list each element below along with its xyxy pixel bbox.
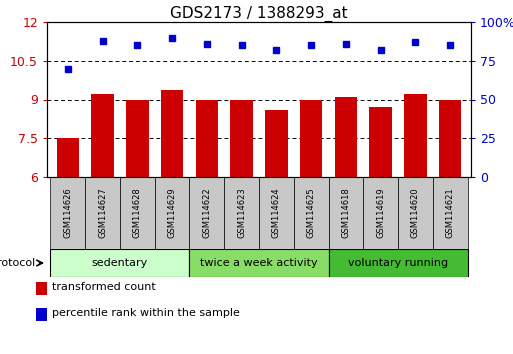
- FancyBboxPatch shape: [224, 177, 259, 249]
- Bar: [334, 97, 357, 177]
- FancyBboxPatch shape: [328, 177, 363, 249]
- Bar: [36, 308, 47, 320]
- Bar: [161, 91, 184, 177]
- Bar: [36, 281, 47, 295]
- Text: protocol: protocol: [0, 258, 35, 268]
- Bar: [195, 99, 218, 177]
- Text: GSM114627: GSM114627: [98, 188, 107, 238]
- FancyBboxPatch shape: [363, 177, 398, 249]
- Bar: [369, 107, 392, 177]
- FancyBboxPatch shape: [155, 177, 189, 249]
- Bar: [439, 99, 461, 177]
- Bar: [404, 94, 427, 177]
- FancyBboxPatch shape: [433, 177, 467, 249]
- Bar: [230, 99, 253, 177]
- Bar: [265, 110, 288, 177]
- FancyBboxPatch shape: [398, 177, 433, 249]
- Text: GSM114624: GSM114624: [272, 188, 281, 238]
- Text: voluntary running: voluntary running: [348, 258, 448, 268]
- Text: GSM114621: GSM114621: [446, 188, 455, 238]
- Text: percentile rank within the sample: percentile rank within the sample: [52, 308, 240, 318]
- FancyBboxPatch shape: [189, 177, 224, 249]
- Text: GSM114620: GSM114620: [411, 188, 420, 238]
- Title: GDS2173 / 1388293_at: GDS2173 / 1388293_at: [170, 6, 348, 22]
- FancyBboxPatch shape: [259, 177, 294, 249]
- Bar: [126, 99, 149, 177]
- FancyBboxPatch shape: [294, 177, 328, 249]
- FancyBboxPatch shape: [328, 249, 467, 277]
- Text: GSM114629: GSM114629: [168, 188, 176, 238]
- Text: twice a week activity: twice a week activity: [200, 258, 318, 268]
- Text: GSM114622: GSM114622: [202, 188, 211, 238]
- FancyBboxPatch shape: [189, 249, 328, 277]
- Text: GSM114628: GSM114628: [133, 188, 142, 238]
- Text: GSM114619: GSM114619: [376, 188, 385, 238]
- Text: transformed count: transformed count: [52, 282, 156, 292]
- Bar: [300, 99, 323, 177]
- FancyBboxPatch shape: [120, 177, 155, 249]
- Text: GSM114625: GSM114625: [307, 188, 315, 238]
- FancyBboxPatch shape: [50, 177, 85, 249]
- Text: GSM114626: GSM114626: [63, 188, 72, 238]
- FancyBboxPatch shape: [85, 177, 120, 249]
- FancyBboxPatch shape: [50, 249, 189, 277]
- Text: GSM114618: GSM114618: [341, 188, 350, 238]
- Text: GSM114623: GSM114623: [237, 188, 246, 238]
- Text: sedentary: sedentary: [92, 258, 148, 268]
- Bar: [91, 94, 114, 177]
- Bar: [56, 138, 79, 177]
